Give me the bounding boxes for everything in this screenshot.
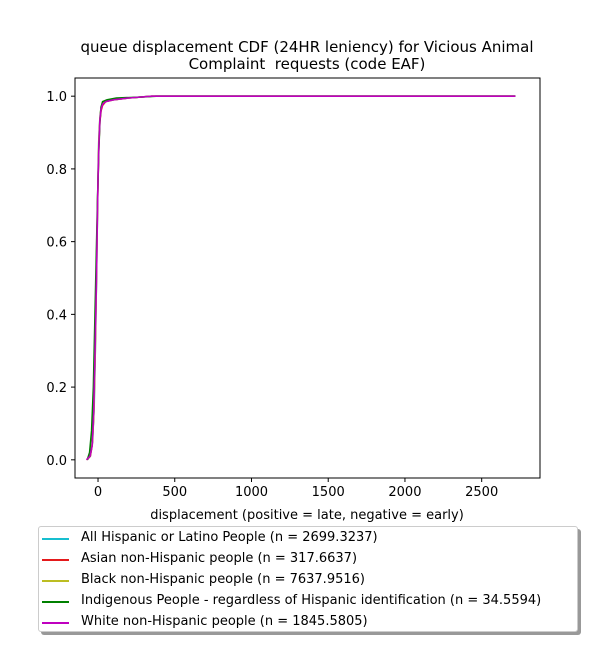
legend-label: All Hispanic or Latino People (n = 2699.… xyxy=(81,530,378,545)
x-tick-label: 500 xyxy=(162,485,187,500)
series-line-2 xyxy=(86,95,516,461)
chart-title-line1: queue displacement CDF (24HR leniency) f… xyxy=(80,38,533,56)
y-tick-label: 0.0 xyxy=(46,454,67,469)
legend-swatch xyxy=(42,559,69,561)
legend-swatch xyxy=(42,580,69,582)
legend-label: Indigenous People - regardless of Hispan… xyxy=(81,593,542,608)
chart-legend: All Hispanic or Latino People (n = 2699.… xyxy=(38,526,578,632)
legend-item: All Hispanic or Latino People (n = 2699.… xyxy=(39,528,577,549)
legend-label: White non-Hispanic people (n = 1845.5805… xyxy=(81,614,368,629)
y-tick-label: 0.8 xyxy=(46,163,67,178)
legend-label: Black non-Hispanic people (n = 7637.9516… xyxy=(81,572,365,587)
legend-item: Indigenous People - regardless of Hispan… xyxy=(39,591,577,612)
x-tick-label: 1500 xyxy=(312,485,345,500)
y-tick-label: 0.2 xyxy=(46,381,67,396)
x-tick-label: 0 xyxy=(94,485,102,500)
legend-item: White non-Hispanic people (n = 1845.5805… xyxy=(39,612,577,633)
legend-swatch xyxy=(42,601,69,603)
y-tick-label: 0.6 xyxy=(46,236,67,251)
x-tick-label: 1000 xyxy=(235,485,268,500)
y-tick-label: 1.0 xyxy=(46,90,67,105)
axis-ticks: 0 500 1000 1500 2000 2500 0.0 0.2 0.4 0.6 0.8 1.0 xyxy=(46,90,498,500)
plot-area-frame xyxy=(74,77,541,479)
y-tick-label: 0.4 xyxy=(46,308,67,323)
legend-label: Asian non-Hispanic people (n = 317.6637) xyxy=(81,551,358,566)
series-line-1 xyxy=(85,95,516,461)
series-line-3 xyxy=(86,95,516,461)
x-tick-label: 2500 xyxy=(465,485,498,500)
x-axis-label: displacement (positive = late, negative … xyxy=(150,508,464,523)
x-tick-label: 2000 xyxy=(388,485,421,500)
legend-swatch xyxy=(42,622,69,624)
series-line-4 xyxy=(85,95,516,461)
legend-swatch xyxy=(42,538,69,540)
series-lines xyxy=(85,95,516,461)
chart-title-line2: Complaint requests (code EAF) xyxy=(189,55,426,73)
legend-item: Black non-Hispanic people (n = 7637.9516… xyxy=(39,570,577,591)
series-line-0 xyxy=(86,95,516,461)
legend-item: Asian non-Hispanic people (n = 317.6637) xyxy=(39,549,577,570)
